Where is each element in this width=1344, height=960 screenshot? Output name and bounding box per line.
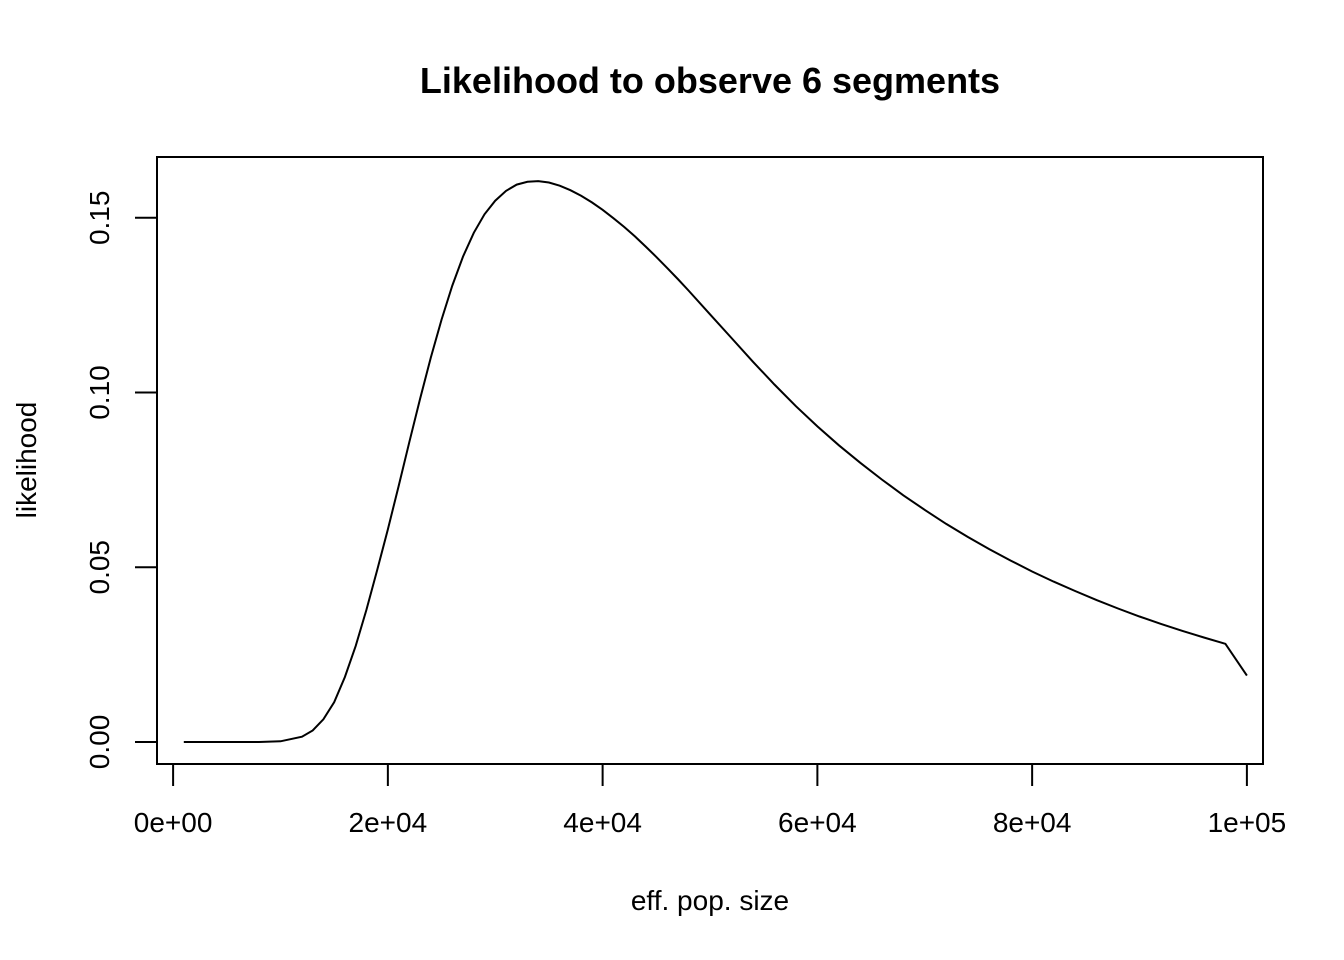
x-tick-label: 2e+04 bbox=[349, 807, 428, 838]
likelihood-curve bbox=[183, 180, 1248, 743]
y-axis: 0.00 0.05 0.10 0.15 bbox=[84, 191, 158, 770]
x-axis-label: eff. pop. size bbox=[631, 885, 789, 916]
y-tick-label: 0.00 bbox=[84, 715, 115, 770]
y-tick-label: 0.15 bbox=[84, 191, 115, 246]
y-tick-label: 0.05 bbox=[84, 540, 115, 595]
x-tick-label: 4e+04 bbox=[563, 807, 642, 838]
x-axis: 0e+00 2e+04 4e+04 6e+04 8e+04 1e+05 bbox=[134, 763, 1287, 838]
x-tick-label: 0e+00 bbox=[134, 807, 213, 838]
plot-frame bbox=[156, 156, 1264, 765]
x-tick-label: 1e+05 bbox=[1208, 807, 1287, 838]
x-tick-label: 6e+04 bbox=[778, 807, 857, 838]
chart-title: Likelihood to observe 6 segments bbox=[420, 60, 1000, 101]
x-tick-label: 8e+04 bbox=[993, 807, 1072, 838]
y-tick-label: 0.10 bbox=[84, 365, 115, 420]
y-axis-label: likelihood bbox=[11, 402, 42, 519]
